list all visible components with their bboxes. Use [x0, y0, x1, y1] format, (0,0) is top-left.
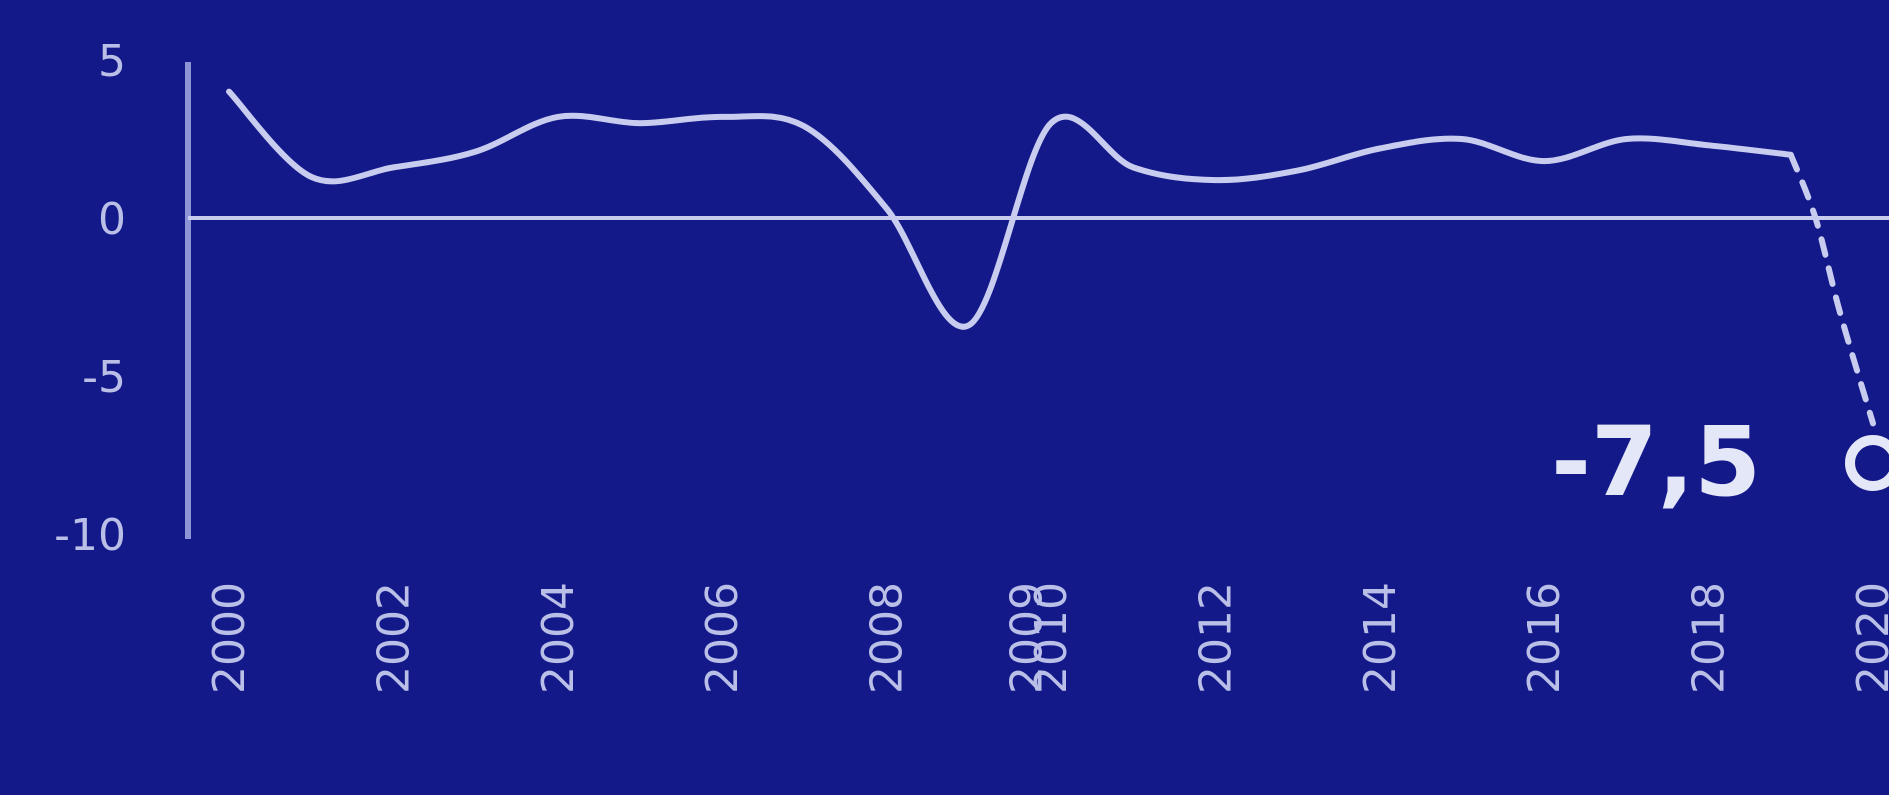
series-line	[226, 88, 1794, 330]
x-tick-label: 2008	[862, 582, 913, 694]
x-tick-label: 2018	[1684, 582, 1735, 694]
x-tick-label: 2020	[1848, 582, 1889, 694]
y-tick-label: -5	[82, 352, 126, 403]
forecast-marker-circle	[1845, 435, 1889, 491]
series-lines	[226, 88, 1876, 427]
x-tick-label: 2006	[697, 582, 748, 694]
x-tick-label: 2000	[204, 582, 255, 694]
x-tick-label: 2016	[1519, 582, 1570, 694]
x-tick-label: 2009	[1001, 582, 1052, 694]
forecast-line-dashed	[1787, 151, 1876, 427]
x-tick-label: 2004	[533, 582, 584, 694]
y-tick-labels: 5 0 -5 -10	[54, 36, 126, 561]
y-tick-label: 0	[98, 194, 126, 245]
y-tick-label: 5	[98, 36, 126, 87]
x-tick-label: 2014	[1355, 582, 1406, 694]
x-tick-label: 2002	[368, 582, 419, 694]
axes	[185, 62, 1889, 539]
annotation-label: -7,5	[1551, 406, 1761, 518]
x-tick-label: 2012	[1190, 582, 1241, 694]
annotations: -7,5	[1551, 406, 1889, 518]
x-tick-label: 2010	[1026, 582, 1077, 694]
y-tick-label: -10	[54, 510, 126, 561]
